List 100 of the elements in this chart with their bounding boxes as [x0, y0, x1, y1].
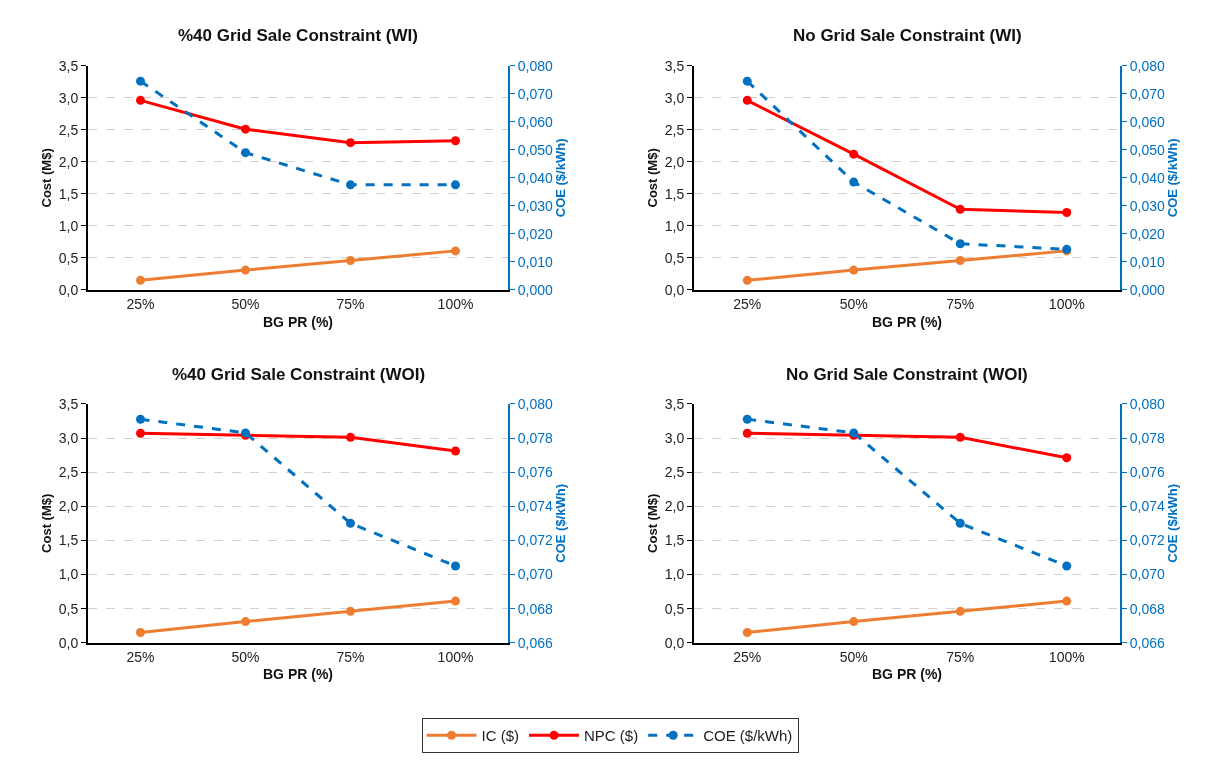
- y2-tick-label: 0,000: [1129, 281, 1166, 298]
- y-tick-label: 0,5: [664, 600, 685, 617]
- point: [346, 606, 355, 616]
- y2-tick-label: 0,040: [517, 169, 554, 186]
- y-tick-label: 2,0: [664, 153, 685, 170]
- point: [742, 275, 752, 285]
- y2-tick-label: 0,078: [517, 429, 554, 446]
- y2-axis-title: COE ($/kWh): [1165, 483, 1181, 563]
- y-tick-label: 2,0: [664, 498, 685, 515]
- x-tick-label: 25%: [126, 648, 155, 665]
- point: [742, 76, 752, 86]
- point: [136, 414, 145, 424]
- x-tick-label: 50%: [839, 295, 868, 312]
- x-tick-label: 25%: [733, 648, 762, 665]
- point: [955, 606, 965, 616]
- y2-tick-label: 0,072: [517, 532, 554, 549]
- y2-tick-label: 0,080: [517, 395, 554, 412]
- y2-tick-label: 0,010: [1129, 253, 1166, 270]
- point: [849, 149, 859, 159]
- point: [136, 76, 145, 86]
- y2-tick-label: 0,066: [517, 634, 554, 651]
- x-tick-label: 100%: [437, 648, 474, 665]
- y-tick-label: 0,5: [58, 600, 79, 617]
- legend-label: COE ($/kWh): [703, 727, 793, 745]
- y-tick-label: 3,0: [58, 89, 79, 106]
- y2-tick-label: 0,050: [517, 141, 554, 158]
- x-tick-label: 75%: [336, 648, 365, 665]
- point: [849, 177, 859, 187]
- y-tick-label: 0,0: [58, 281, 79, 298]
- point: [849, 265, 859, 275]
- y-tick-label: 3,5: [664, 395, 685, 412]
- y-tick-label: 0,0: [664, 634, 685, 651]
- y-tick-label: 3,5: [58, 57, 79, 74]
- x-axis-title: BG PR (%): [263, 313, 333, 330]
- x-axis-title: BG PR (%): [872, 666, 942, 683]
- y-tick-label: 3,5: [664, 57, 685, 74]
- y2-tick-label: 0,030: [1129, 197, 1166, 214]
- y2-tick-label: 0,080: [517, 57, 554, 74]
- y2-tick-label: 0,030: [517, 197, 554, 214]
- y-tick-label: 1,0: [58, 566, 79, 583]
- x-tick-label: 75%: [946, 648, 975, 665]
- y-tick-label: 1,0: [664, 217, 685, 234]
- y-tick-label: 1,5: [58, 185, 79, 202]
- y-tick-label: 3,0: [664, 89, 685, 106]
- legend-label: NPC ($): [584, 727, 639, 745]
- y-tick-label: 2,5: [58, 464, 79, 481]
- y2-tick-label: 0,060: [517, 113, 554, 130]
- point: [1062, 453, 1072, 463]
- x-tick-label: 50%: [839, 648, 868, 665]
- x-tick-label: 25%: [733, 295, 762, 312]
- point: [241, 148, 250, 158]
- y2-axis-title: COE ($/kWh): [553, 138, 569, 218]
- x-tick-label: 100%: [1048, 295, 1085, 312]
- y-tick-label: 3,5: [58, 395, 79, 412]
- x-tick-label: 75%: [336, 295, 365, 312]
- y2-tick-label: 0,070: [517, 85, 554, 102]
- y-axis-title: Cost (M$): [645, 493, 661, 553]
- y2-tick-label: 0,072: [1129, 532, 1166, 549]
- y2-tick-label: 0,074: [1129, 498, 1166, 515]
- y-tick-label: 1,0: [664, 566, 685, 583]
- y2-tick-label: 0,060: [1129, 113, 1166, 130]
- y2-tick-label: 0,010: [517, 253, 554, 270]
- point: [742, 628, 752, 638]
- y2-tick-label: 0,078: [1129, 429, 1166, 446]
- y-tick-label: 2,0: [58, 153, 79, 170]
- y-tick-label: 3,0: [58, 429, 79, 446]
- y2-tick-label: 0,000: [517, 281, 554, 298]
- point: [346, 180, 355, 190]
- point: [346, 255, 355, 265]
- x-tick-label: 50%: [231, 648, 260, 665]
- point: [346, 518, 355, 528]
- point: [241, 617, 250, 627]
- x-tick-label: 25%: [126, 295, 155, 312]
- point: [451, 246, 460, 256]
- y2-tick-label: 0,068: [1129, 600, 1166, 617]
- chart-title: No Grid Sale Constraint (WOI): [786, 365, 1028, 384]
- point: [241, 265, 250, 275]
- x-tick-label: 50%: [231, 295, 260, 312]
- y2-tick-label: 0,080: [1129, 395, 1166, 412]
- y2-tick-label: 0,020: [517, 225, 554, 242]
- y2-tick-label: 0,050: [1129, 141, 1166, 158]
- chart-title: %40 Grid Sale Constraint (WOI): [172, 365, 426, 384]
- point: [451, 561, 460, 571]
- y2-tick-label: 0,076: [1129, 464, 1166, 481]
- y-tick-label: 0,5: [664, 249, 685, 266]
- x-axis-title: BG PR (%): [872, 313, 942, 330]
- x-tick-label: 100%: [1048, 648, 1085, 665]
- point: [451, 596, 460, 606]
- y2-axis-title: COE ($/kWh): [1165, 138, 1181, 218]
- y2-tick-label: 0,040: [1129, 169, 1166, 186]
- point: [955, 255, 965, 265]
- x-axis-title: BG PR (%): [263, 666, 333, 683]
- point: [346, 432, 355, 442]
- y2-tick-label: 0,080: [1129, 57, 1166, 74]
- y2-tick-label: 0,070: [517, 566, 554, 583]
- point: [955, 518, 965, 528]
- y-tick-label: 0,0: [58, 634, 79, 651]
- y2-tick-label: 0,076: [517, 464, 554, 481]
- y2-tick-label: 0,070: [1129, 566, 1166, 583]
- point: [241, 124, 250, 134]
